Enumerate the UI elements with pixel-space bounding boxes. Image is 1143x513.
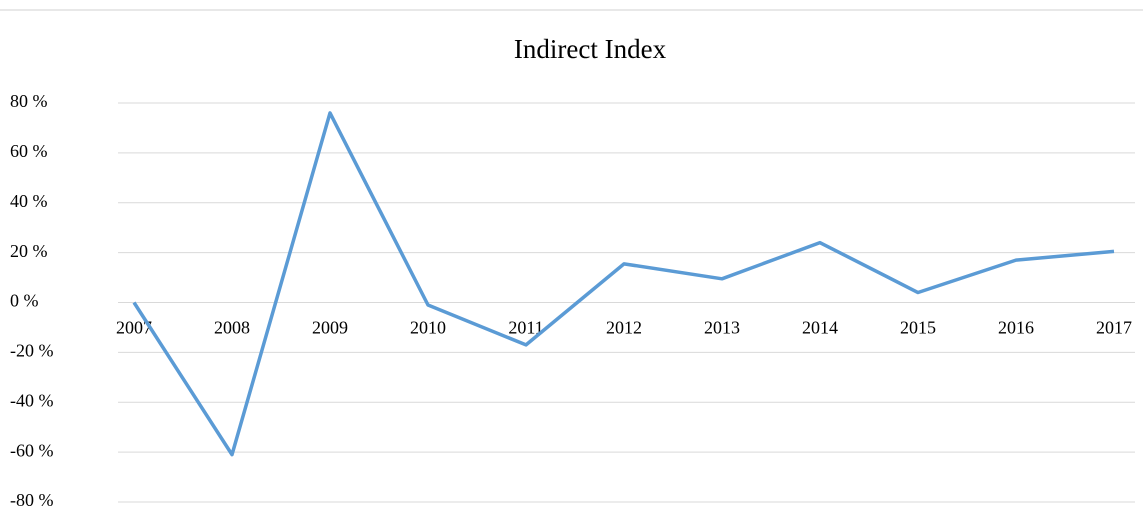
y-tick-label: 20 % <box>10 241 48 261</box>
x-tick-label: 2015 <box>900 318 936 338</box>
y-tick-label: 40 % <box>10 191 48 211</box>
x-tick-label: 2017 <box>1096 318 1132 338</box>
y-tick-label: -80 % <box>10 490 54 510</box>
y-tick-label: 0 % <box>10 291 39 311</box>
y-tick-label: 80 % <box>10 91 48 111</box>
x-tick-label: 2013 <box>704 318 740 338</box>
data-line <box>132 111 1115 457</box>
y-tick-label: -40 % <box>10 390 54 410</box>
y-tick-label: -20 % <box>10 341 54 361</box>
x-tick-label: 2012 <box>606 318 642 338</box>
y-tick-label: 60 % <box>10 141 48 161</box>
x-tick-label: 2007 <box>116 318 152 338</box>
x-tick-label: 2010 <box>410 318 446 338</box>
x-tick-label: 2009 <box>312 318 348 338</box>
x-tick-label: 2011 <box>508 318 543 338</box>
chart-title: Indirect Index <box>514 34 667 64</box>
x-tick-label: 2014 <box>802 318 838 338</box>
x-tick-label: 2016 <box>998 318 1034 338</box>
x-tick-label: 2008 <box>214 318 250 338</box>
y-tick-label: -60 % <box>10 440 54 460</box>
